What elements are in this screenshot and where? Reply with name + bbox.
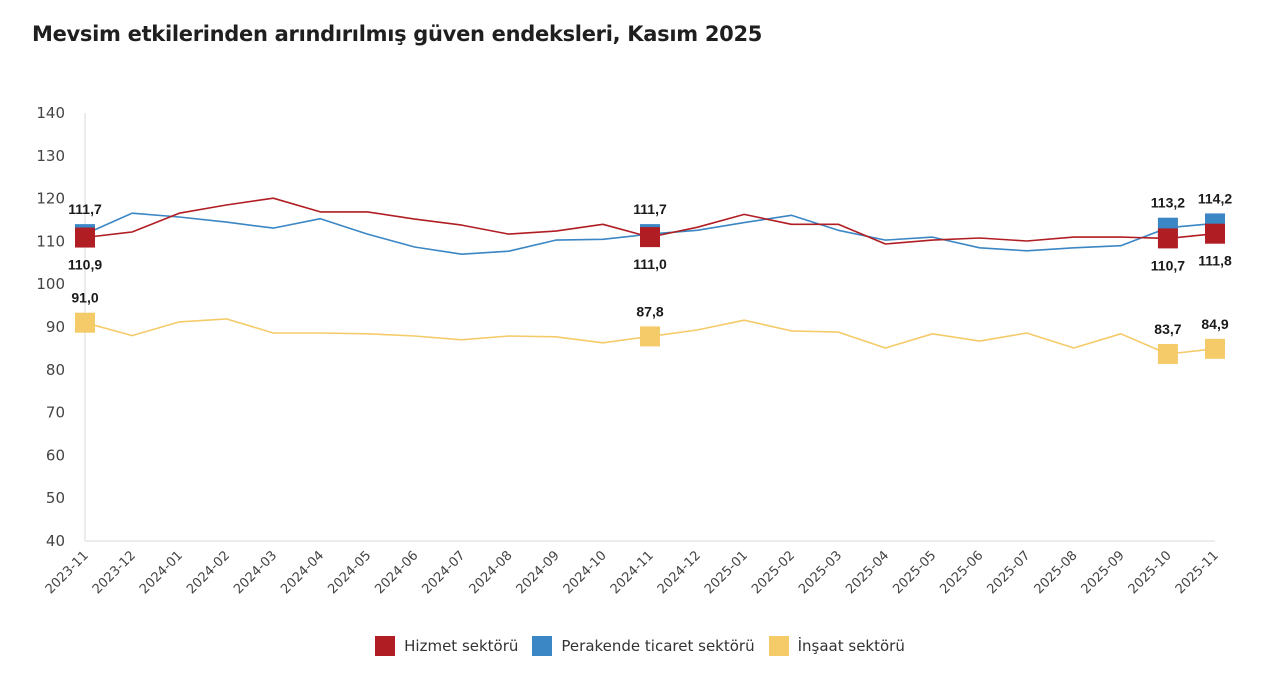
data-marker[interactable] xyxy=(75,227,95,248)
data-label: 110,9 xyxy=(68,257,102,273)
x-tick-label: 2024-11 xyxy=(608,548,657,597)
data-marker[interactable] xyxy=(75,312,95,333)
y-tick-label: 80 xyxy=(46,361,65,379)
data-label: 83,7 xyxy=(1154,321,1181,337)
data-marker[interactable] xyxy=(1205,223,1225,244)
x-tick-label: 2024-02 xyxy=(184,548,233,597)
x-tick-label: 2025-05 xyxy=(890,548,939,597)
legend-item-hizmet[interactable]: Hizmet sektörü xyxy=(375,636,518,656)
x-tick-label: 2024-09 xyxy=(514,548,563,597)
x-tick-label: 2025-08 xyxy=(1032,548,1081,597)
x-tick-label: 2024-06 xyxy=(372,548,421,597)
x-tick-label: 2023-11 xyxy=(43,548,92,597)
series-markers xyxy=(75,213,1225,364)
data-marker[interactable] xyxy=(1205,338,1225,359)
y-tick-label: 130 xyxy=(36,147,65,165)
y-axis-ticks: 40 50 60 70 80 90 100 110 120 130 140 xyxy=(36,104,65,550)
y-tick-label: 40 xyxy=(46,532,65,550)
x-tick-label: 2025-04 xyxy=(843,548,892,597)
x-tick-label: 2025-01 xyxy=(702,548,751,597)
y-tick-label: 110 xyxy=(36,232,65,250)
data-label: 87,8 xyxy=(636,303,663,319)
x-tick-label: 2024-12 xyxy=(655,548,704,597)
x-tick-label: 2023-12 xyxy=(90,548,139,597)
y-tick-label: 60 xyxy=(46,446,65,464)
x-tick-label: 2024-08 xyxy=(467,548,516,597)
x-tick-label: 2024-01 xyxy=(137,548,186,597)
data-label: 110,7 xyxy=(1151,257,1185,273)
legend-item-perakende[interactable]: Perakende ticaret sektörü xyxy=(532,636,755,656)
legend-swatch-perakende xyxy=(532,636,553,656)
data-labels: 111,7 111,7 113,2 114,2 110,9 111,0 110,7 111,8… xyxy=(68,190,1232,337)
data-label: 84,9 xyxy=(1201,316,1228,332)
legend: Hizmet sektörü Perakende ticaret sektörü… xyxy=(0,636,1280,656)
y-tick-label: 50 xyxy=(46,489,65,507)
legend-label: Perakende ticaret sektörü xyxy=(561,637,755,655)
x-tick-label: 2025-02 xyxy=(749,548,798,597)
x-tick-label: 2025-09 xyxy=(1079,548,1128,597)
x-tick-label: 2024-05 xyxy=(325,548,374,597)
data-marker[interactable] xyxy=(640,326,660,347)
line-chart: 40 50 60 70 80 90 100 110 120 130 140 2023-112023-… xyxy=(36,104,1232,597)
y-tick-label: 140 xyxy=(36,104,65,122)
y-tick-label: 120 xyxy=(36,190,65,208)
x-tick-label: 2025-07 xyxy=(984,548,1033,597)
data-label: 113,2 xyxy=(1151,195,1185,211)
x-tick-label: 2025-03 xyxy=(796,548,845,597)
data-marker[interactable] xyxy=(640,227,660,248)
x-tick-label: 2025-10 xyxy=(1126,548,1175,597)
y-tick-label: 70 xyxy=(46,404,65,422)
x-tick-label: 2025-11 xyxy=(1173,548,1222,597)
x-tick-label: 2024-07 xyxy=(419,548,468,597)
data-marker[interactable] xyxy=(1157,228,1178,249)
data-label: 91,0 xyxy=(71,290,98,306)
data-label: 111,0 xyxy=(633,256,667,272)
legend-swatch-hizmet xyxy=(375,636,396,656)
x-tick-label: 2024-10 xyxy=(561,548,610,597)
data-label: 114,2 xyxy=(1198,190,1232,206)
data-label: 111,7 xyxy=(633,201,667,217)
legend-label: İnşaat sektörü xyxy=(797,637,905,655)
legend-item-insaat[interactable]: İnşaat sektörü xyxy=(768,636,905,656)
data-label: 111,8 xyxy=(1198,253,1232,269)
y-tick-label: 100 xyxy=(36,275,65,293)
y-tick-label: 90 xyxy=(46,318,65,336)
legend-label: Hizmet sektörü xyxy=(404,637,519,655)
chart-title: Mevsim etkilerinden arındırılmış güven e… xyxy=(32,22,763,46)
x-tick-label: 2024-03 xyxy=(231,548,280,597)
x-axis-ticks: 2023-112023-122024-012024-022024-032024-… xyxy=(43,548,1222,597)
data-label: 111,7 xyxy=(68,201,102,217)
legend-swatch-insaat xyxy=(768,636,789,656)
data-marker[interactable] xyxy=(1157,343,1178,364)
x-tick-label: 2024-04 xyxy=(278,548,327,597)
x-tick-label: 2025-06 xyxy=(937,548,986,597)
